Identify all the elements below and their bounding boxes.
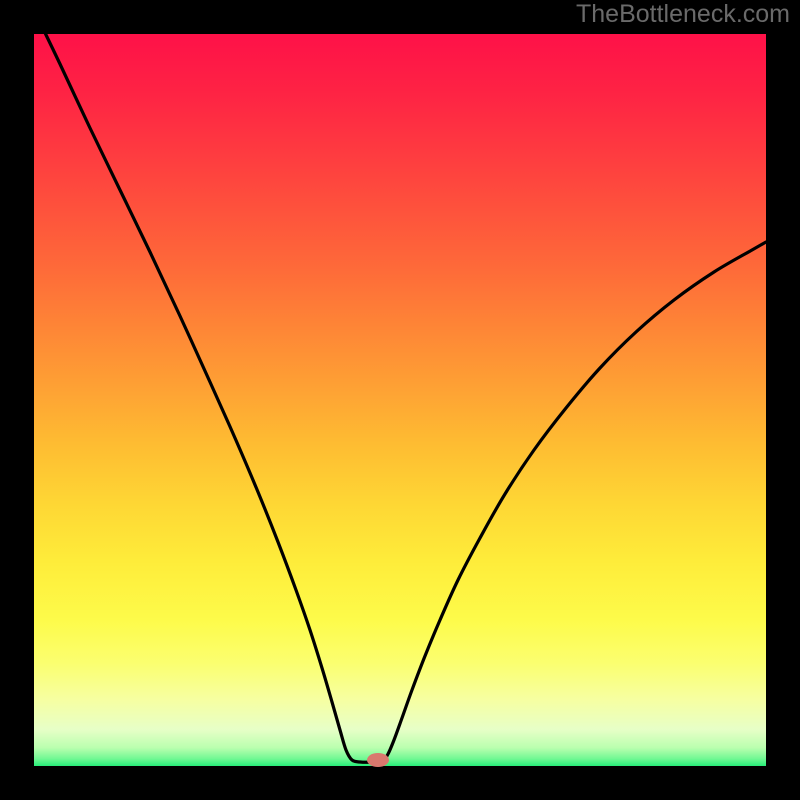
bottleneck-chart [0,0,800,800]
plot-background [34,34,766,766]
chart-frame: TheBottleneck.com [0,0,800,800]
watermark-text: TheBottleneck.com [576,0,790,29]
optimal-marker [367,753,389,767]
